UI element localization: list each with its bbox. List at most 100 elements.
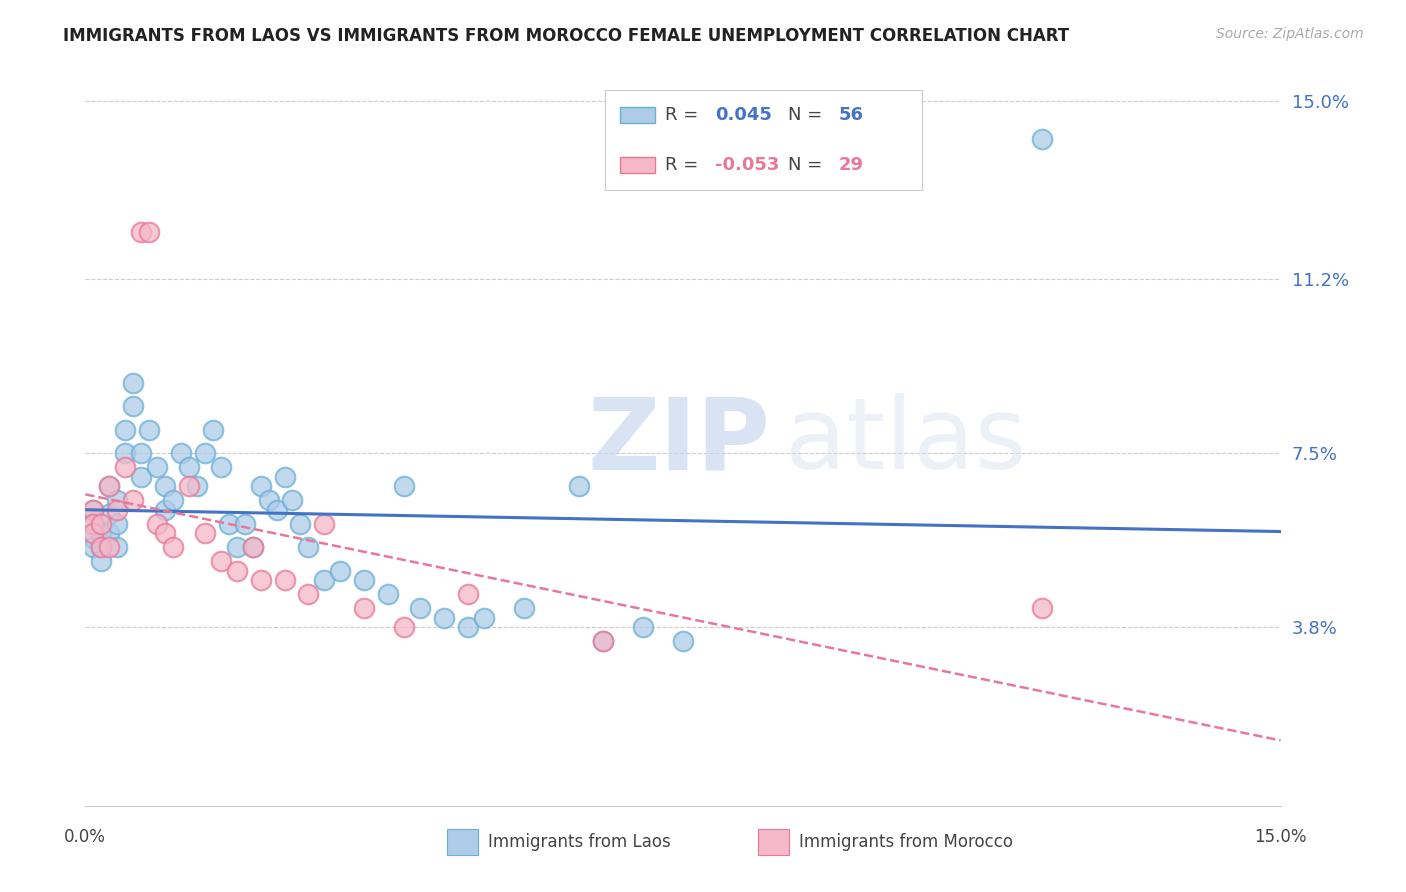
Point: [186, 479, 208, 493]
Point: [433, 611, 456, 625]
Point: [233, 516, 256, 531]
Text: atlas: atlas: [785, 393, 1026, 490]
Point: [122, 493, 145, 508]
Point: [1031, 131, 1053, 145]
Point: [457, 620, 479, 634]
Point: [273, 470, 295, 484]
Point: [218, 516, 240, 531]
Point: [82, 526, 104, 541]
Text: ZIP: ZIP: [588, 393, 770, 490]
Point: [314, 516, 336, 531]
Point: [105, 541, 128, 555]
Point: [249, 573, 271, 587]
Point: [90, 554, 112, 568]
Point: [138, 423, 160, 437]
Point: [290, 516, 312, 531]
Point: [592, 634, 614, 648]
Text: N =: N =: [789, 156, 828, 174]
Point: [568, 479, 591, 493]
Point: [105, 493, 128, 508]
Point: [242, 541, 264, 555]
Point: [409, 601, 432, 615]
Point: [153, 479, 176, 493]
Point: [82, 531, 104, 545]
Point: [353, 573, 375, 587]
Point: [122, 376, 145, 390]
Point: [90, 526, 112, 541]
Point: [257, 493, 280, 508]
FancyBboxPatch shape: [620, 157, 655, 173]
Point: [631, 620, 654, 634]
Text: R =: R =: [665, 156, 704, 174]
Text: 29: 29: [838, 156, 863, 174]
Text: Immigrants from Morocco: Immigrants from Morocco: [799, 833, 1012, 851]
Point: [377, 587, 399, 601]
Point: [90, 541, 112, 555]
Point: [242, 541, 264, 555]
Point: [162, 493, 184, 508]
Point: [512, 601, 534, 615]
Point: [90, 516, 112, 531]
Point: [98, 541, 121, 555]
Text: -0.053: -0.053: [716, 156, 779, 174]
Point: [146, 516, 169, 531]
Text: R =: R =: [665, 106, 704, 124]
Text: 56: 56: [838, 106, 863, 124]
Point: [82, 502, 104, 516]
Text: Immigrants from Laos: Immigrants from Laos: [488, 833, 671, 851]
Point: [209, 460, 232, 475]
Point: [472, 611, 495, 625]
Point: [129, 470, 152, 484]
FancyBboxPatch shape: [605, 90, 922, 190]
Point: [177, 479, 200, 493]
Text: 15.0%: 15.0%: [1254, 828, 1306, 846]
Point: [114, 446, 136, 460]
Point: [314, 573, 336, 587]
Point: [170, 446, 193, 460]
Point: [194, 446, 217, 460]
Point: [194, 526, 217, 541]
Point: [98, 508, 121, 522]
Point: [90, 541, 112, 555]
Point: [249, 479, 271, 493]
Point: [162, 541, 184, 555]
Point: [114, 423, 136, 437]
Text: IMMIGRANTS FROM LAOS VS IMMIGRANTS FROM MOROCCO FEMALE UNEMPLOYMENT CORRELATION : IMMIGRANTS FROM LAOS VS IMMIGRANTS FROM …: [63, 27, 1070, 45]
Point: [105, 502, 128, 516]
Point: [82, 502, 104, 516]
Point: [392, 479, 415, 493]
Point: [138, 226, 160, 240]
Point: [82, 516, 104, 531]
Point: [82, 541, 104, 555]
Point: [146, 460, 169, 475]
Point: [129, 446, 152, 460]
Point: [1031, 601, 1053, 615]
Point: [105, 516, 128, 531]
Point: [153, 526, 176, 541]
Point: [392, 620, 415, 634]
Point: [225, 541, 247, 555]
Point: [201, 423, 224, 437]
Text: 0.0%: 0.0%: [65, 828, 107, 846]
Text: Source: ZipAtlas.com: Source: ZipAtlas.com: [1216, 27, 1364, 41]
Point: [122, 399, 145, 413]
Point: [281, 493, 304, 508]
FancyBboxPatch shape: [620, 107, 655, 123]
Point: [329, 564, 352, 578]
Point: [297, 587, 319, 601]
Point: [266, 502, 288, 516]
Point: [98, 526, 121, 541]
Point: [153, 502, 176, 516]
Text: 0.045: 0.045: [716, 106, 772, 124]
Point: [672, 634, 695, 648]
Text: N =: N =: [789, 106, 828, 124]
Point: [98, 479, 121, 493]
Point: [297, 541, 319, 555]
Point: [457, 587, 479, 601]
Point: [98, 479, 121, 493]
Point: [82, 516, 104, 531]
Point: [273, 573, 295, 587]
Point: [209, 554, 232, 568]
Point: [592, 634, 614, 648]
Point: [129, 226, 152, 240]
